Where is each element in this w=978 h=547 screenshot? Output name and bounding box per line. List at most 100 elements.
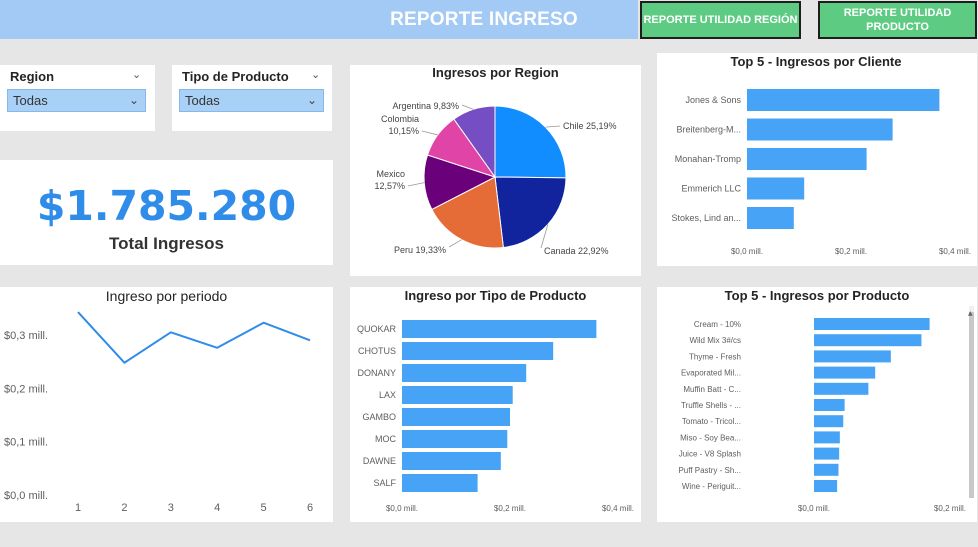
bar-label: Evaporated Mil...	[681, 369, 741, 378]
x-tick-label: $0,0 mill.	[731, 247, 763, 256]
y-tick-label: $0,1 mill.	[4, 437, 48, 449]
x-tick-label: $0,2 mill.	[934, 504, 966, 513]
productos-chart-title: Top 5 - Ingresos por Producto	[724, 288, 910, 303]
x-tick-label: 2	[121, 502, 127, 514]
kpi-value: $1.785.280	[36, 182, 297, 230]
bar-4	[814, 382, 869, 395]
y-tick-label: $0,2 mill.	[4, 383, 48, 395]
region-slicer-title: Region	[10, 69, 55, 84]
bar-label: SALF	[373, 478, 396, 488]
tipo-slicer-title: Tipo de Producto	[182, 69, 289, 84]
x-tick-label: $0,0 mill.	[386, 504, 418, 513]
bar-label: Puff Pastry - Sh...	[678, 466, 741, 475]
y-tick-label: $0,3 mill.	[4, 330, 48, 342]
chevron-down-icon: ⌄	[128, 93, 139, 107]
tipo-dropdown-value: Todas	[185, 93, 220, 108]
chevron-down-icon[interactable]: ⌄	[311, 68, 321, 81]
tipo-chart-title: Ingreso por Tipo de Producto	[404, 288, 587, 303]
page-title: REPORTE INGRESO	[390, 9, 578, 30]
region-dropdown[interactable]: Todas ⌄	[7, 89, 146, 112]
bar-label: QUOKAR	[357, 324, 397, 334]
bar-4	[402, 408, 510, 426]
region-slicer: Region ⌄ Todas ⌄	[0, 65, 155, 131]
bar-label: GAMBO	[362, 412, 396, 422]
bar-label: Muffin Batt - C...	[683, 385, 741, 394]
bar-1	[747, 118, 893, 141]
tipo-bar-chart: QUOKAR CHOTUS DONANY LAX GAMBO MOC DAWNE SALF $0…	[357, 320, 634, 513]
bar-label: Jones & Sons	[685, 95, 741, 105]
x-tick-label: 3	[168, 502, 174, 514]
pie-leader-line	[448, 239, 462, 248]
periodo-series-line	[77, 311, 311, 364]
bar-1	[814, 334, 922, 347]
productos-bar-chart: Cream - 10% Wild Mix 3#/cs Thyme - Fresh Ev…	[678, 318, 966, 513]
bar-0	[747, 89, 940, 111]
scroll-up-icon[interactable]: ▲	[968, 310, 973, 317]
bar-1	[402, 342, 554, 360]
pie-leader-line	[407, 182, 425, 187]
bar-3	[747, 177, 805, 200]
pie-label-value: 10,15%	[388, 126, 419, 136]
x-tick-label: $0,0 mill.	[798, 504, 830, 513]
bar-6	[402, 452, 501, 470]
kpi-card: $1.785.280 Total Ingresos	[0, 160, 333, 265]
bar-2	[814, 350, 891, 363]
pie-label-canada: Canada 22,92%	[544, 246, 609, 256]
x-tick-label: $0,2 mill.	[494, 504, 526, 513]
pie-leader-line	[421, 130, 438, 136]
tipo-dropdown[interactable]: Todas ⌄	[179, 89, 324, 112]
clientes-chart-panel: Top 5 - Ingresos por Cliente Jones & Son…	[657, 53, 977, 266]
reporte-utilidad-region-button[interactable]: REPORTE UTILIDAD REGIÓN	[640, 1, 801, 39]
bar-label: Truffle Shells - ...	[681, 401, 741, 410]
periodo-chart-title: Ingreso por periodo	[105, 288, 228, 304]
bar-label: Thyme - Fresh	[689, 352, 741, 361]
clientes-bar-chart: Jones & Sons Breitenberg-M... Monahan-Trom…	[671, 89, 971, 256]
pie-label-chile: Chile 25,19%	[563, 121, 617, 131]
bar-label: Monahan-Tromp	[675, 154, 741, 164]
bar-label: DAWNE	[363, 456, 396, 466]
pie-slice-chile	[494, 105, 567, 179]
bar-label: Stokes, Lind an...	[671, 213, 741, 223]
periodo-chart-panel: Ingreso por periodo $0,0 mill. $0,1 mill.…	[0, 287, 333, 522]
x-tick-label: $0,2 mill.	[835, 247, 867, 256]
header-bar	[0, 0, 638, 39]
bar-0	[402, 320, 597, 338]
bar-label: CHOTUS	[358, 346, 396, 356]
reporte-utilidad-producto-button[interactable]: REPORTE UTILIDAD PRODUCTO	[818, 1, 977, 39]
bar-4	[747, 207, 794, 229]
bar-5	[402, 430, 508, 448]
pie-slice-canada	[494, 176, 567, 249]
bar-label: MOC	[375, 434, 396, 444]
bar-label: Wild Mix 3#/cs	[689, 336, 741, 345]
x-tick-label: $0,4 mill.	[939, 247, 971, 256]
chevron-down-icon: ⌄	[306, 93, 317, 107]
pie-chart: Chile 25,19% Canada 22,92% Peru 19,33% Mexi…	[374, 101, 617, 256]
periodo-line-chart: $0,0 mill. $0,1 mill. $0,2 mill. $0,3 mill.…	[4, 311, 313, 514]
pie-slice-argentina	[453, 105, 496, 179]
pie-leader-line	[540, 224, 549, 249]
bar-label: Breitenberg-M...	[676, 125, 741, 135]
pie-leader-line	[461, 104, 474, 110]
bar-label: LAX	[379, 390, 396, 400]
pie-label-value: 12,57%	[374, 181, 405, 191]
productos-scrollbar[interactable]	[969, 306, 974, 498]
kpi-label: Total Ingresos	[109, 234, 224, 253]
scrollbar-thumb[interactable]	[969, 312, 974, 498]
pie-chart-title: Ingresos por Region	[432, 65, 559, 80]
x-tick-label: 4	[214, 502, 220, 514]
clientes-chart-title: Top 5 - Ingresos por Cliente	[730, 54, 902, 69]
bar-label: Miso - Soy Bea...	[680, 433, 741, 442]
chevron-down-icon[interactable]: ⌄	[132, 68, 142, 81]
bar-6	[814, 415, 844, 428]
bar-label: Juice - V8 Splash	[679, 450, 741, 459]
productos-chart-panel: Top 5 - Ingresos por Producto Cream - 10…	[657, 287, 977, 522]
tipo-producto-slicer: Tipo de Producto ⌄ Todas ⌄	[172, 65, 332, 131]
bar-5	[814, 399, 845, 411]
bar-3	[402, 386, 513, 404]
pie-chart-panel: Ingresos por Region Chile 25,19% Canada 2…	[350, 65, 641, 276]
bar-8	[814, 447, 840, 460]
bar-10	[814, 480, 838, 492]
bar-2	[747, 148, 867, 170]
y-tick-label: $0,0 mill.	[4, 490, 48, 502]
tipo-chart-panel: Ingreso por Tipo de Producto QUOKAR CHOTU…	[350, 287, 641, 522]
